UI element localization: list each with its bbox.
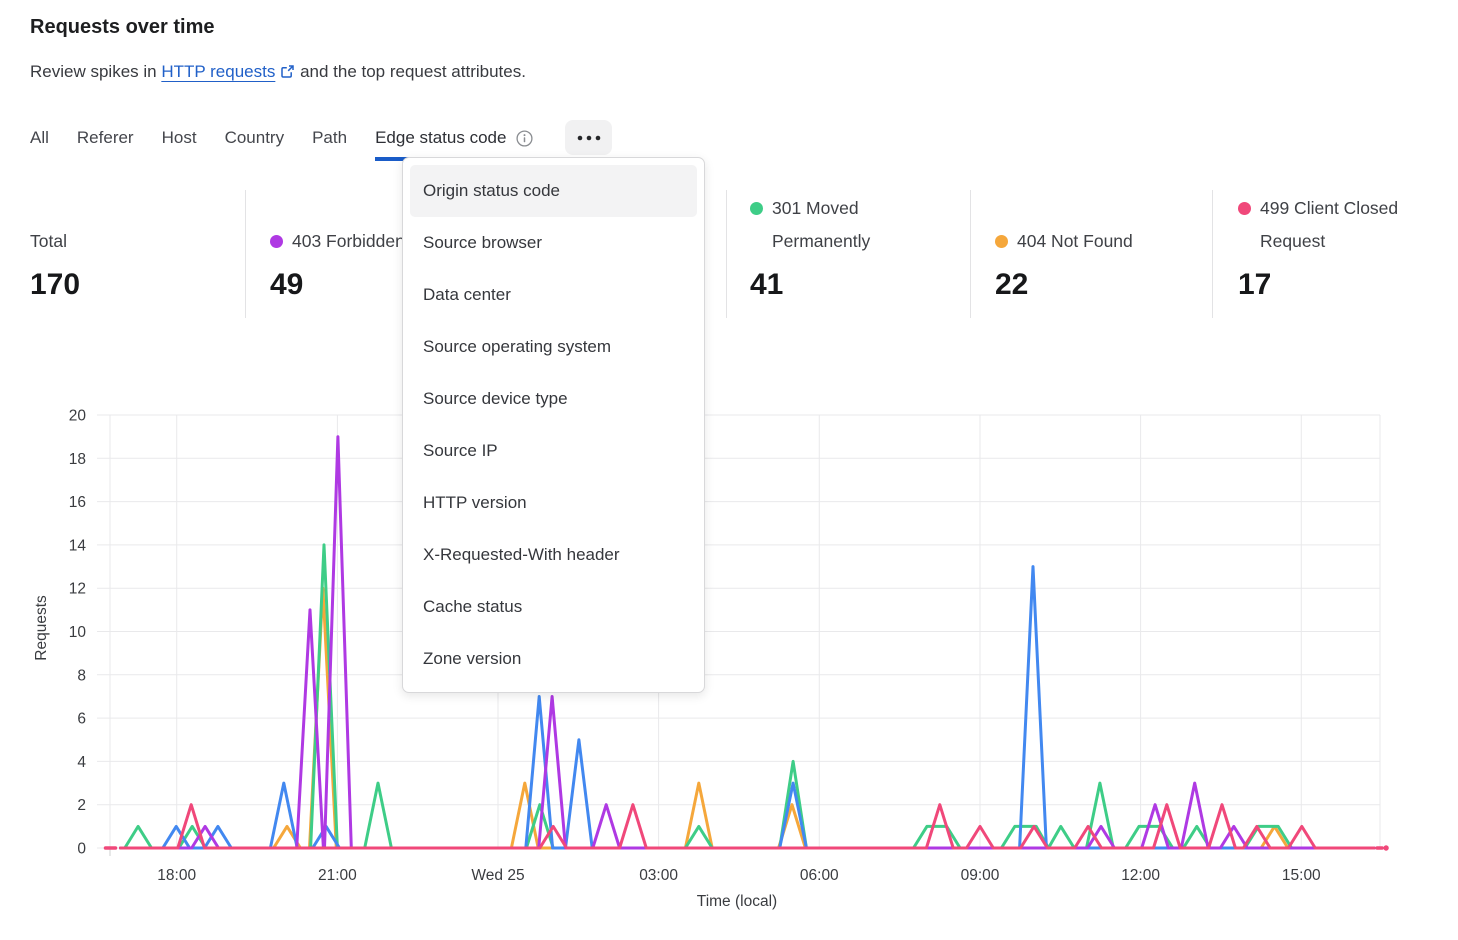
x-tick-label: 09:00: [961, 867, 1000, 884]
menu-item-cache-status[interactable]: Cache status: [423, 597, 523, 616]
x-axis-title: Time (local): [697, 893, 777, 910]
y-tick-label: 12: [69, 581, 86, 598]
y-tick-label: 4: [77, 754, 86, 771]
stat-value: 49: [270, 268, 304, 301]
tab-all[interactable]: All: [30, 128, 49, 161]
stat-value: 170: [30, 268, 81, 301]
series-color-dot: [270, 235, 283, 248]
tab-bar: All Referer Host Country Path Edge status cod…: [30, 120, 613, 161]
stat-total: Total 170: [30, 190, 230, 300]
requests-line-chart: 0 2 4 6 8 10 12 14 16 18 20 18:00 21:00 Wed 25 03:00 06…: [0, 400, 1458, 940]
tab-host[interactable]: Host: [162, 128, 197, 161]
tab-label: Path: [312, 128, 348, 147]
x-tick-label: 18:00: [157, 867, 196, 884]
y-tick-label: 16: [69, 494, 86, 511]
y-tick-label: 14: [69, 537, 87, 554]
stat-value: 22: [995, 268, 1029, 301]
menu-item-http-version[interactable]: HTTP version: [423, 493, 527, 512]
x-tick-label: 06:00: [800, 867, 839, 884]
menu-item-origin-status-code[interactable]: Origin status code: [410, 165, 697, 217]
page-subtitle: Review spikes in HTTP requests and the t…: [30, 62, 526, 84]
tab-referer[interactable]: Referer: [77, 128, 134, 161]
page-title: Requests over time: [30, 16, 215, 38]
menu-item-source-device-type[interactable]: Source device type: [423, 389, 568, 408]
chart-svg: 0 2 4 6 8 10 12 14 16 18 20 18:00 21:00 Wed 25 03:00 06…: [33, 408, 1389, 910]
menu-item-x-requested-with-header[interactable]: X-Requested-With header: [423, 545, 620, 564]
series-line-403-forbidden: [119, 435, 1376, 850]
subtitle-prefix: Review spikes in: [30, 62, 162, 81]
stat-divider: [970, 190, 971, 318]
y-tick-label: 10: [69, 624, 87, 641]
series-line-499-client-closed-request: [119, 803, 1376, 850]
tab-label: Referer: [76, 128, 134, 147]
series-end-dot: [1383, 845, 1389, 851]
y-tick-label: 0: [77, 841, 86, 858]
series-color-dot: [750, 202, 763, 215]
series-line-blue: [119, 565, 1376, 850]
y-tick-label: 6: [77, 711, 86, 728]
stats-row: Total 170 403 Forbidden 49 301 Moved Permane…: [0, 190, 1458, 320]
stat-divider: [1212, 190, 1213, 318]
menu-item-zone-version[interactable]: Zone version: [423, 649, 522, 668]
subtitle-suffix: and the top request attributes.: [295, 62, 526, 81]
stat-divider: [726, 190, 727, 318]
menu-item-source-operating-system[interactable]: Source operating system: [423, 337, 612, 356]
x-tick-label: 03:00: [639, 867, 678, 884]
stat-value: 41: [750, 268, 784, 301]
y-axis-title: Requests: [33, 595, 50, 661]
more-attributes-button[interactable]: [565, 120, 613, 155]
stat-403-forbidden: 403 Forbidden 49: [270, 190, 445, 300]
tab-country[interactable]: Country: [225, 128, 285, 161]
y-tick-label: 2: [77, 797, 86, 814]
http-requests-link[interactable]: HTTP requests: [161, 62, 295, 81]
x-tick-label: 12:00: [1121, 867, 1160, 884]
tab-label: Host: [161, 128, 197, 147]
menu-item-source-browser[interactable]: Source browser: [423, 233, 543, 252]
menu-item-data-center[interactable]: Data center: [423, 285, 511, 304]
stat-label: 403 Forbidden: [292, 231, 405, 251]
x-tick-label: Wed 25: [471, 867, 524, 884]
series-color-dot: [1238, 202, 1251, 215]
tab-path[interactable]: Path: [312, 128, 347, 161]
y-tick-label: 8: [77, 667, 86, 684]
menu-item-source-ip[interactable]: Source IP: [423, 441, 498, 460]
attribute-dropdown-menu: Origin status code Source browser Data cen…: [402, 157, 705, 693]
stat-value: 17: [1238, 268, 1272, 301]
series-color-dot: [995, 235, 1008, 248]
stat-divider: [245, 190, 246, 318]
stat-499-client-closed-request: 499 Client Closed Request 17: [1238, 190, 1428, 300]
stat-label: Total: [30, 231, 67, 251]
external-link-icon: [280, 64, 295, 84]
x-tick-label: 15:00: [1282, 867, 1321, 884]
stat-301-moved-permanently: 301 Moved Permanently 41: [750, 190, 945, 300]
stat-label: 404 Not Found: [1017, 231, 1133, 251]
y-tick-label: 20: [69, 408, 87, 425]
stat-label: 499 Client Closed Request: [1260, 198, 1399, 251]
stat-404-not-found: 404 Not Found 22: [995, 190, 1220, 300]
y-tick-label: 18: [69, 451, 86, 468]
x-tick-label: 21:00: [318, 867, 357, 884]
stat-label: 301 Moved Permanently: [772, 198, 871, 251]
tab-label: Country: [224, 128, 285, 147]
tab-label: All: [30, 128, 49, 147]
tab-label: Edge status code: [375, 128, 507, 147]
info-icon[interactable]: [516, 129, 534, 147]
ellipsis-icon: [577, 135, 601, 140]
series-line-301-moved-permanently: [119, 543, 1376, 850]
